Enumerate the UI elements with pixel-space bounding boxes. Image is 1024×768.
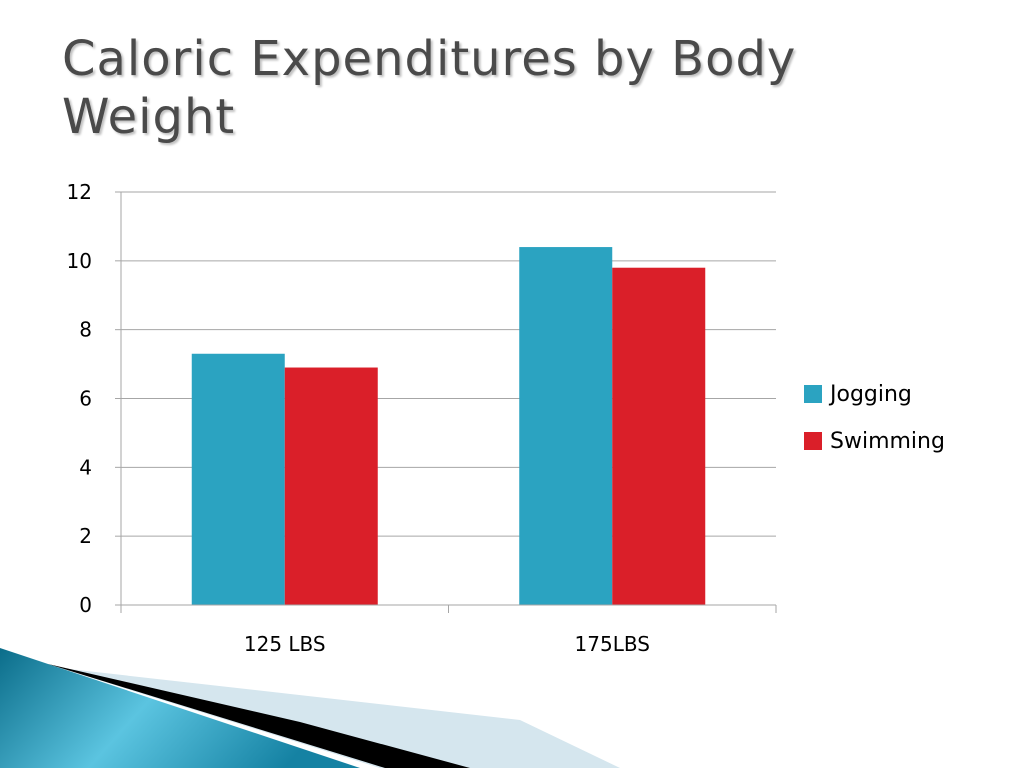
x-category-label: 125 LBS: [244, 632, 326, 656]
legend: Jogging Swimming: [804, 382, 945, 454]
y-tick-label: 6: [79, 387, 92, 411]
slide-title: Caloric Expenditures by Body Weight: [62, 31, 797, 145]
decor-light-stripe: [60, 668, 620, 768]
axes: [115, 191, 777, 613]
bars: [191, 247, 706, 606]
axis-labels: 0 2 4 6 8 10 12 125 LBS 175LBS: [67, 180, 650, 656]
y-tick-label: 4: [79, 455, 92, 479]
x-category-label: 175LBS: [575, 632, 650, 656]
y-tick-label: 2: [79, 524, 92, 548]
bar-jogging-1: [519, 247, 613, 606]
y-tick-label: 10: [67, 249, 92, 273]
decor-black-stripe: [48, 664, 470, 768]
bar-swimming-1: [612, 267, 706, 605]
y-tick-label: 8: [79, 318, 92, 342]
legend-swatch-jogging: [804, 385, 822, 403]
legend-label-swimming: Swimming: [830, 429, 945, 454]
legend-swatch-swimming: [804, 432, 822, 450]
bar-swimming-0: [284, 367, 378, 605]
decor-teal-swoosh: [0, 648, 360, 768]
legend-label-jogging: Jogging: [828, 382, 912, 407]
bar-jogging-0: [191, 353, 285, 605]
y-tick-label: 12: [67, 180, 92, 204]
y-tick-label: 0: [79, 593, 92, 617]
